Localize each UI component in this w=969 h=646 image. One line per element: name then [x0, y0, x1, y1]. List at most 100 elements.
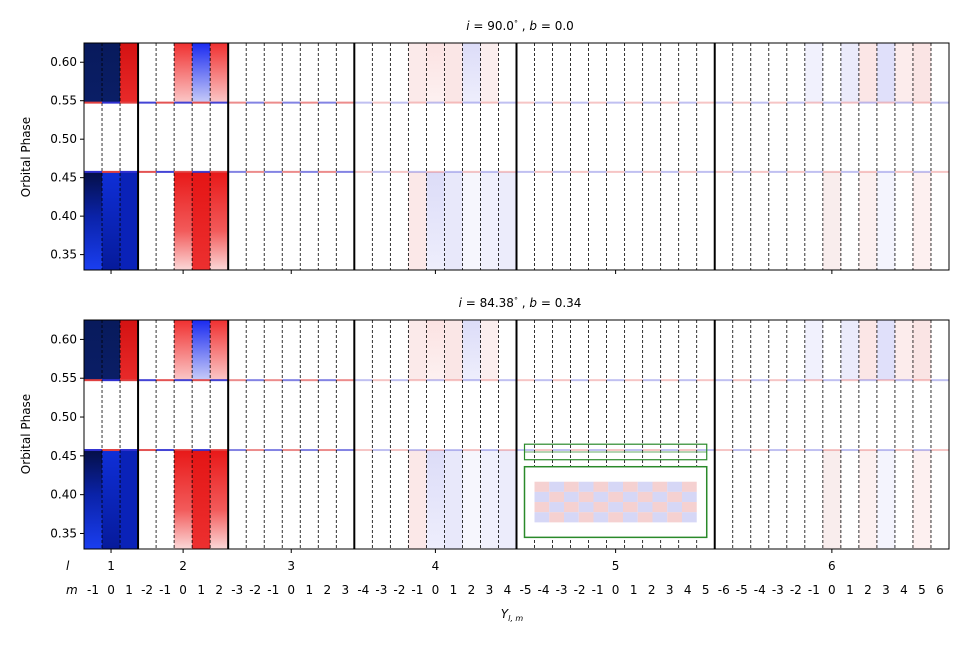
transit-line: [714, 101, 733, 104]
m-label: -1: [87, 583, 99, 597]
inset-cell: [578, 491, 594, 503]
m-label: -4: [357, 583, 369, 597]
transit-line: [912, 101, 931, 104]
transit-line: [138, 449, 157, 452]
transit-line: [390, 101, 409, 104]
m-label: -1: [592, 583, 604, 597]
transit-line: [732, 379, 751, 382]
heatmap-cell: [462, 320, 481, 381]
m-label: 0: [287, 583, 295, 597]
inset-cell: [667, 491, 682, 503]
m-label: 4: [504, 583, 512, 597]
inset-frame: [523, 465, 708, 539]
transit-line: [318, 170, 337, 173]
heatmap-cell: [858, 43, 878, 103]
inset-cell: [593, 491, 609, 503]
m-label: -2: [141, 583, 153, 597]
transit-line: [840, 449, 859, 452]
transit-line: [210, 379, 229, 382]
heatmap-cell: [84, 171, 103, 270]
inset-cell: [667, 481, 682, 492]
transit-line: [156, 170, 175, 173]
heatmap-cell: [84, 320, 103, 381]
transit-line: [714, 379, 733, 382]
heatmap-cell: [408, 43, 427, 103]
x-axis-title: Yl, m: [501, 607, 524, 623]
m-label: 0: [828, 583, 836, 597]
transit-line: [696, 379, 715, 382]
transit-line: [840, 170, 859, 173]
transit-line: [444, 379, 463, 382]
inset-cell: [608, 491, 623, 503]
transit-line: [786, 449, 805, 452]
x-axis-labels: 1-1 0 12-2 -1 0 1 23-3 -2 -1 0 1 2 34-4 -3 -2 -1 0 1 2 3 45-…: [87, 559, 944, 597]
transit-line: [588, 379, 607, 382]
transit-line: [552, 170, 571, 173]
inset-cell: [563, 502, 579, 513]
transit-line: [192, 449, 211, 452]
heatmap-cell: [912, 43, 932, 103]
inset-cell: [593, 481, 609, 492]
heatmap-cell: [876, 43, 896, 103]
heatmap-cell: [858, 171, 878, 270]
transit-line: [264, 379, 283, 382]
transit-line: [318, 449, 337, 452]
transit-line: [786, 170, 805, 173]
inset-cell: [549, 512, 564, 523]
transit-line: [876, 101, 895, 104]
m-label: 4: [684, 583, 692, 597]
panel-2-title: i = 84.38° , b = 0.34: [459, 296, 582, 310]
transit-line: [606, 101, 625, 104]
inset-cell: [608, 512, 623, 523]
transit-line: [480, 379, 499, 382]
m-label: 1: [450, 583, 458, 597]
m-label: -2: [790, 583, 802, 597]
transit-line: [84, 449, 103, 452]
inset-cell: [637, 491, 653, 503]
y-tick-label: 0.40: [50, 209, 77, 223]
heatmap-cell: [894, 43, 914, 103]
transit-line: [210, 170, 229, 173]
transit-line: [498, 170, 517, 173]
m-label: -1: [411, 583, 423, 597]
m-label: -4: [538, 583, 550, 597]
transit-line: [570, 379, 589, 382]
transit-line: [192, 170, 211, 173]
transit-line: [120, 379, 139, 382]
transit-line: [174, 170, 193, 173]
transit-line: [930, 449, 949, 452]
m-label: 6: [936, 583, 944, 597]
transit-line: [480, 101, 499, 104]
transit-line: [300, 101, 319, 104]
transit-line: [102, 379, 121, 382]
m-label: -2: [393, 583, 405, 597]
transit-line: [894, 379, 913, 382]
transit-line: [624, 449, 643, 452]
heatmap-cells: [84, 43, 949, 270]
heatmap-cell: [210, 450, 229, 549]
transit-line: [660, 379, 679, 382]
transit-line: [462, 449, 481, 452]
heatmap-cell: [426, 320, 445, 381]
inset-cell: [681, 502, 697, 513]
transit-line: [642, 449, 661, 452]
m-label: 0: [107, 583, 115, 597]
transit-line: [372, 170, 391, 173]
y-tick-label: 0.50: [50, 410, 77, 424]
inset-cell: [549, 491, 564, 503]
heatmap-cell: [426, 43, 445, 103]
transit-line: [426, 449, 445, 452]
transit-line: [534, 449, 553, 452]
heatmap-cell: [120, 171, 139, 270]
transit-line: [516, 170, 535, 173]
transit-line: [696, 101, 715, 104]
y-tick-label: 0.60: [50, 55, 77, 69]
inset-cell: [652, 512, 668, 523]
transit-line: [822, 170, 841, 173]
transit-line: [372, 449, 391, 452]
inset-cell: [652, 491, 668, 503]
transit-line: [282, 170, 301, 173]
heatmap-cell: [480, 320, 499, 381]
transit-line: [714, 170, 733, 173]
transit-line: [912, 379, 931, 382]
